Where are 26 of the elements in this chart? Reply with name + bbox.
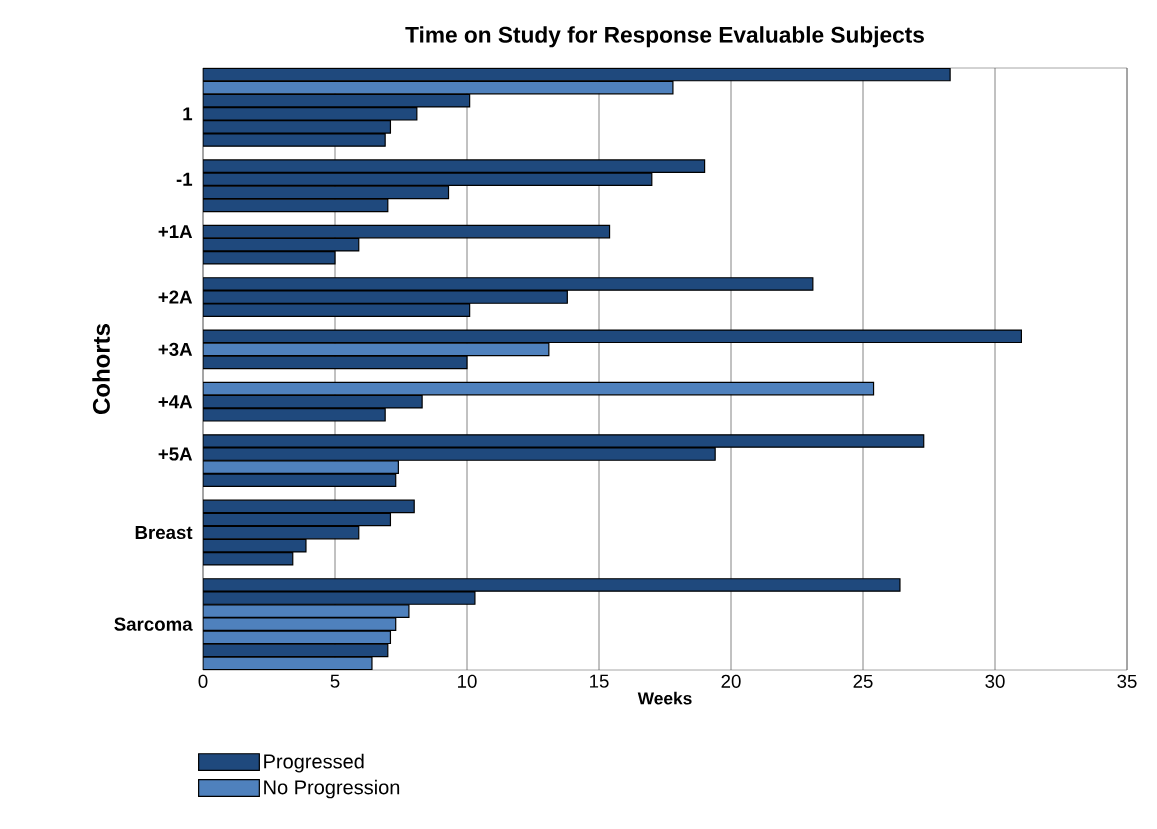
x-tick-label: 0 bbox=[198, 674, 208, 688]
y-tick-label: Breast bbox=[135, 526, 193, 540]
x-tick-label: 30 bbox=[985, 674, 1005, 688]
y-tick-label: 1 bbox=[183, 107, 193, 121]
bar bbox=[203, 591, 476, 605]
x-tick-label: 5 bbox=[330, 674, 340, 688]
legend-label: Progressed bbox=[264, 753, 364, 773]
y-tick-label: +2A bbox=[158, 290, 193, 304]
x-tick-label: 10 bbox=[458, 674, 477, 688]
y-tick-label: +5A bbox=[158, 447, 193, 461]
legend-label: No Progression bbox=[264, 779, 400, 799]
y-axis-title: Cohorts bbox=[92, 324, 110, 415]
y-tick-label: +1A bbox=[158, 225, 193, 239]
x-tick-label: 35 bbox=[1117, 674, 1137, 688]
y-tick-label: Sarcoma bbox=[114, 617, 193, 631]
x-tick-label: 25 bbox=[853, 674, 873, 688]
x-axis-title: Weeks bbox=[637, 691, 692, 705]
bar bbox=[203, 133, 386, 147]
x-tick-label: 20 bbox=[721, 674, 741, 688]
y-tick-label: +4A bbox=[158, 395, 193, 409]
chart-title: Time on Study for Response Evaluable Subjects bbox=[405, 26, 924, 48]
y-tick-label: +3A bbox=[158, 342, 193, 356]
bar bbox=[203, 434, 925, 448]
bar bbox=[203, 290, 568, 304]
y-tick-label: -1 bbox=[176, 172, 193, 186]
x-tick-label: 15 bbox=[590, 674, 609, 688]
